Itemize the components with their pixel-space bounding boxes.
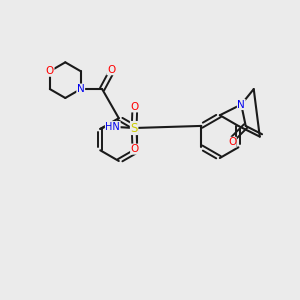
Text: N: N (77, 84, 85, 94)
Text: HN: HN (105, 122, 120, 131)
Text: S: S (130, 122, 138, 134)
Text: O: O (130, 102, 139, 112)
Text: O: O (130, 144, 139, 154)
Text: O: O (107, 65, 115, 75)
Text: O: O (46, 66, 54, 76)
Text: O: O (228, 137, 236, 147)
Text: N: N (237, 100, 245, 110)
